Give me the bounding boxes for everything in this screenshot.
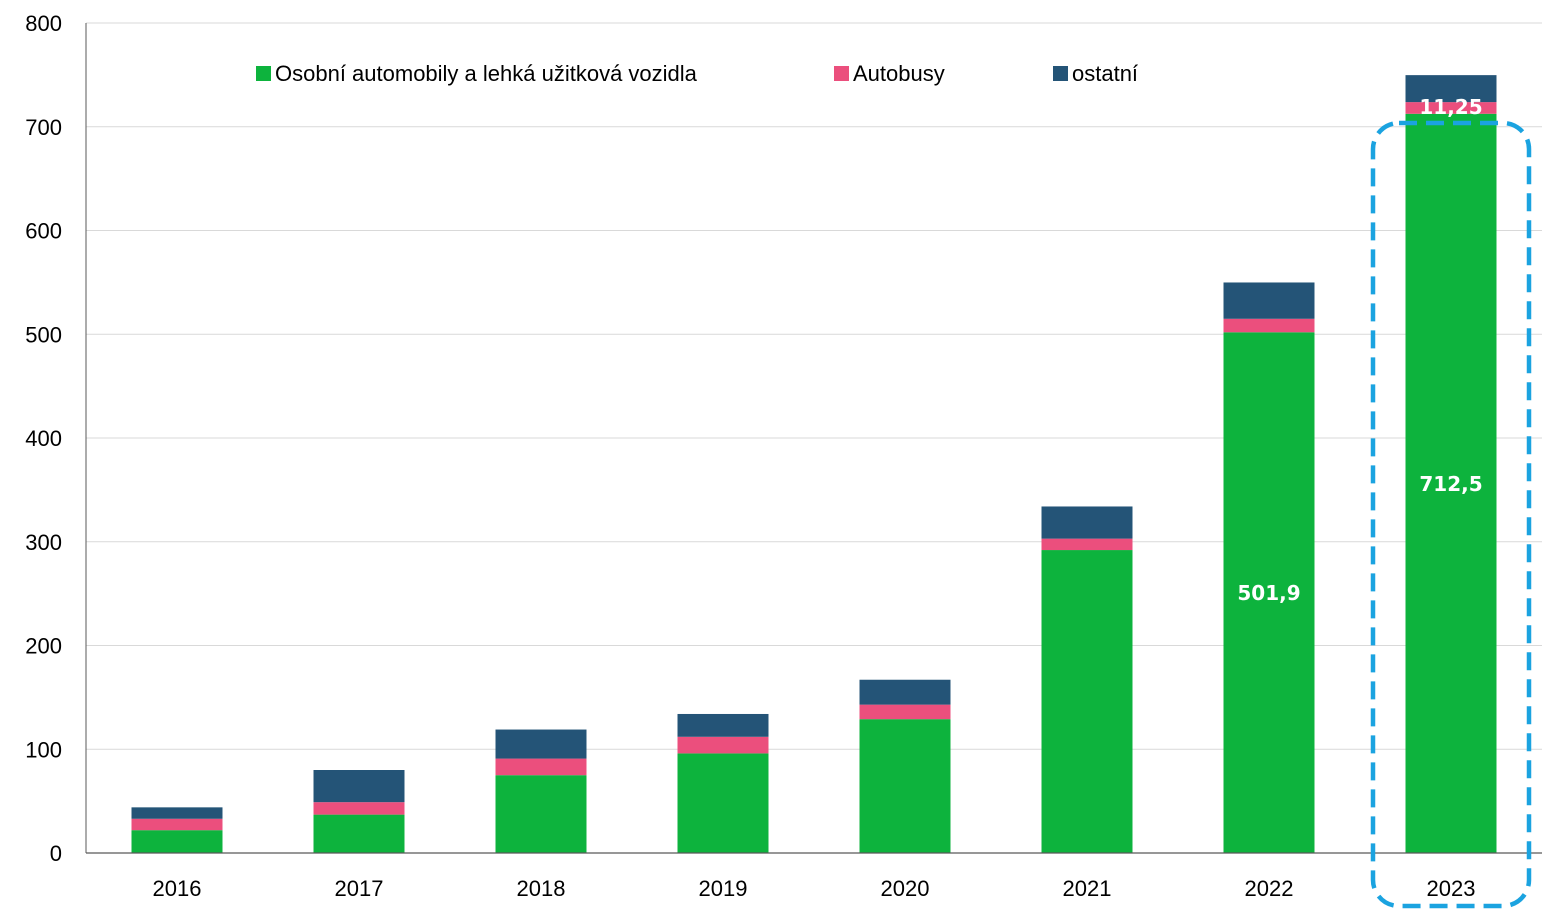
y-tick-label: 100 bbox=[25, 737, 62, 762]
bar-segment-2023-s2 bbox=[1405, 75, 1497, 103]
bars bbox=[131, 75, 1497, 853]
bar-segment-2019-s0 bbox=[677, 753, 769, 853]
x-tick-label: 2020 bbox=[881, 876, 930, 901]
bar-segment-2022-s1 bbox=[1223, 318, 1315, 333]
data-labels: 501,9 712,5 11,25 bbox=[1237, 95, 1482, 605]
y-tick-label: 0 bbox=[50, 841, 62, 866]
y-tick-label: 400 bbox=[25, 426, 62, 451]
bar-segment-2018-s1 bbox=[495, 758, 587, 776]
y-tick-label: 200 bbox=[25, 634, 62, 659]
bar-segment-2016-s1 bbox=[131, 818, 223, 831]
bar-segment-2019-s1 bbox=[677, 736, 769, 754]
x-tick-label: 2017 bbox=[335, 876, 384, 901]
bar-segment-2016-s0 bbox=[131, 830, 223, 853]
gridlines bbox=[86, 22, 1542, 750]
bar-segment-2020-s1 bbox=[859, 704, 951, 720]
bar-segment-2017-s1 bbox=[313, 802, 405, 815]
y-tick-label: 800 bbox=[25, 11, 62, 36]
x-tick-label: 2022 bbox=[1245, 876, 1294, 901]
bar-segment-2018-s2 bbox=[495, 729, 587, 759]
y-tick-label: 600 bbox=[25, 219, 62, 244]
bar-segment-2023-s0 bbox=[1405, 113, 1497, 853]
x-tick-label: 2019 bbox=[699, 876, 748, 901]
bar-segment-2018-s0 bbox=[495, 775, 587, 853]
y-tick-label: 700 bbox=[25, 115, 62, 140]
y-tick-label: 300 bbox=[25, 530, 62, 555]
x-tick-label: 2021 bbox=[1063, 876, 1112, 901]
data-label: 712,5 bbox=[1419, 472, 1482, 496]
bar-segment-2017-s2 bbox=[313, 770, 405, 803]
bar-segment-2023-s1 bbox=[1405, 102, 1497, 114]
bar-segment-2019-s2 bbox=[677, 713, 769, 737]
bar-segment-2020-s2 bbox=[859, 679, 951, 705]
legend-swatch-s0 bbox=[256, 66, 271, 81]
bar-segment-2021-s2 bbox=[1041, 506, 1133, 539]
data-label: 501,9 bbox=[1237, 581, 1300, 605]
bar-segment-2020-s0 bbox=[859, 719, 951, 853]
bar-segment-2017-s0 bbox=[313, 814, 405, 853]
y-tick-label: 500 bbox=[25, 322, 62, 347]
x-tick-label: 2023 bbox=[1427, 876, 1476, 901]
x-tick-label: 2018 bbox=[517, 876, 566, 901]
bar-segment-2022-s0 bbox=[1223, 332, 1315, 853]
axes: 0 100 200 300 400 500 600 700 800 2016 2017 2018 201… bbox=[25, 11, 1542, 901]
legend: Osobní automobily a lehká užitková vozid… bbox=[256, 61, 1138, 86]
bar-segment-2022-s2 bbox=[1223, 282, 1315, 319]
bar-segment-2016-s2 bbox=[131, 807, 223, 819]
legend-label: ostatní bbox=[1072, 61, 1138, 86]
bar-segment-2021-s1 bbox=[1041, 538, 1133, 551]
legend-label: Osobní automobily a lehká užitková vozid… bbox=[275, 61, 698, 86]
data-label: 11,25 bbox=[1419, 95, 1482, 119]
legend-label: Autobusy bbox=[853, 61, 945, 86]
legend-swatch-s2 bbox=[1053, 66, 1068, 81]
legend-swatch-s1 bbox=[834, 66, 849, 81]
bar-segment-2021-s0 bbox=[1041, 550, 1133, 853]
x-tick-label: 2016 bbox=[153, 876, 202, 901]
